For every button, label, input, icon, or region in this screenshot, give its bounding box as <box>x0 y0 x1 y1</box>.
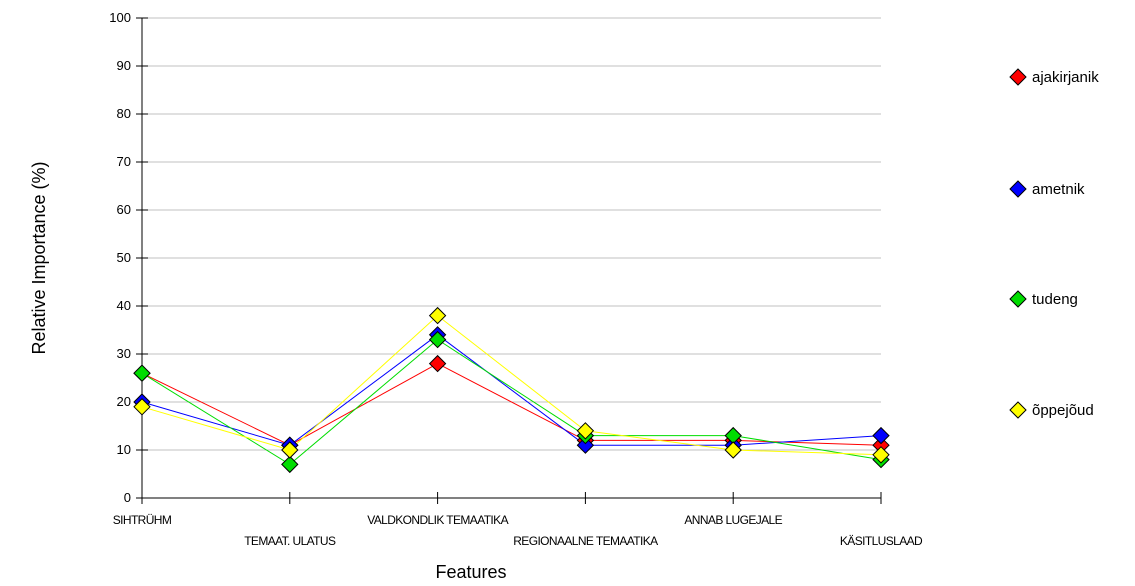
data-point-õppejõud <box>428 306 447 325</box>
x-axis-ticks: SIHTRÜHM TEMAAT. ULATUS VALDKONDLIK TEMAAT… <box>113 492 924 548</box>
series-line-õppejõud <box>141 314 882 456</box>
legend: ajakirjanik ametnik tudeng õppejõud <box>1009 68 1099 419</box>
y-tick-label: 20 <box>117 394 131 409</box>
x-category-label: SIHTRÜHM <box>113 513 172 527</box>
y-tick-label: 40 <box>117 298 131 313</box>
data-point-tudeng <box>133 364 151 382</box>
data-point-ajakirjanik <box>428 354 447 373</box>
x-axis-title: Features <box>435 562 506 582</box>
y-axis-title: Relative Importance (%) <box>29 161 49 354</box>
legend-item: õppejõud <box>1009 401 1094 419</box>
series-line-ametnik <box>141 334 882 446</box>
data-point-ametnik <box>872 426 890 445</box>
x-category-label: ANNAB LUGEJALE <box>684 513 782 527</box>
legend-item: tudeng <box>1009 290 1078 308</box>
y-tick-label: 30 <box>117 346 131 361</box>
x-category-label: VALDKONDLIK TEMAATIKA <box>367 513 508 527</box>
legend-label: tudeng <box>1032 291 1078 308</box>
x-category-label: TEMAAT. ULATUS <box>244 534 336 548</box>
data-point-õppejõud <box>576 422 595 440</box>
legend-marker <box>1009 401 1027 419</box>
x-category-label: REGIONAALNE TEMAATIKA <box>513 534 658 548</box>
y-tick-label: 60 <box>117 202 131 217</box>
data-point-tudeng <box>428 330 447 349</box>
y-tick-label: 50 <box>117 250 131 265</box>
legend-label: õppejõud <box>1032 402 1094 419</box>
y-tick-label: 80 <box>117 106 131 121</box>
data-point-õppejõud <box>872 446 890 464</box>
legend-label: ajakirjanik <box>1032 69 1099 86</box>
data-point-õppejõud <box>724 441 742 459</box>
data-point-ametnik <box>576 436 595 454</box>
legend-marker <box>1009 180 1027 198</box>
legend-marker <box>1009 68 1027 86</box>
gridlines <box>142 17 881 451</box>
legend-item: ajakirjanik <box>1009 68 1099 86</box>
legend-label: ametnik <box>1032 181 1085 198</box>
y-tick-label: 90 <box>117 58 131 73</box>
data-point-õppejõud <box>281 441 299 459</box>
data-point-tudeng <box>281 455 299 474</box>
y-tick-label: 70 <box>117 154 131 169</box>
data-point-õppejõud <box>133 398 151 416</box>
series-markers <box>133 306 890 474</box>
series-line-tudeng <box>141 338 882 466</box>
y-tick-label: 10 <box>117 442 131 457</box>
legend-item: ametnik <box>1009 180 1085 198</box>
x-category-label: KÄSITLUSLAAD <box>840 534 923 548</box>
legend-marker <box>1009 290 1027 308</box>
series-line-ajakirjanik <box>141 363 882 446</box>
y-tick-label: 100 <box>109 10 131 25</box>
series-lines <box>141 314 882 466</box>
y-tick-label: 0 <box>124 490 131 505</box>
